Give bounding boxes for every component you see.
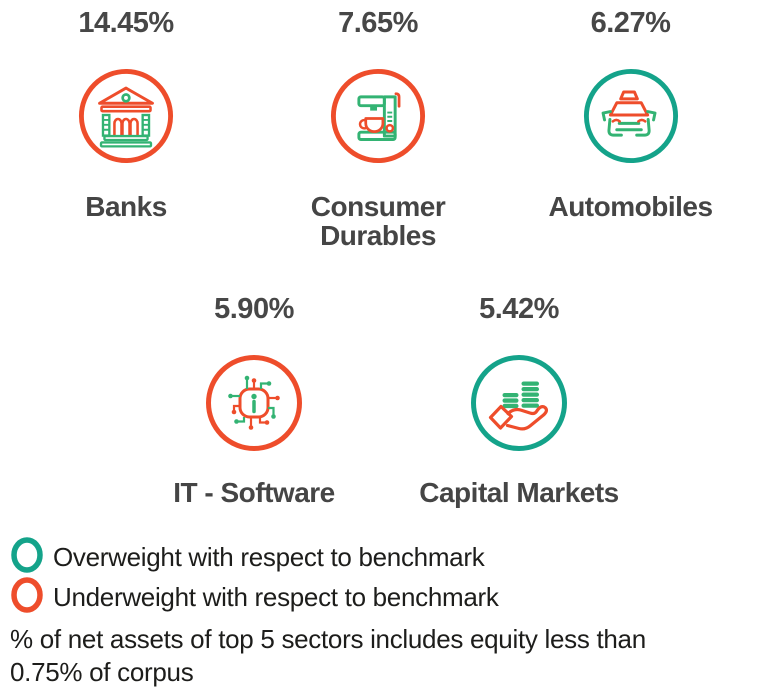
sector-label-automobiles: Automobiles [548, 191, 713, 222]
legend-item-underweight: Underweight with respect to benchmark [10, 576, 757, 619]
bank-icon [0, 67, 252, 167]
legend-label-overweight: Overweight with respect to benchmark [53, 542, 485, 572]
sector-card-capital-markets: 5.42% [387, 292, 652, 507]
sector-pct-automobiles: 6.27% [590, 7, 671, 39]
footnote: % of net assets of top 5 sectors include… [10, 624, 646, 687]
coffee-machine-icon [252, 67, 504, 167]
sector-label-consumer-durables: Consumer Durables [310, 191, 446, 251]
sector-pct-consumer-durables: 7.65% [338, 7, 418, 39]
overweight-ring-icon [10, 536, 44, 579]
sector-pct-capital-markets: 5.42% [479, 293, 559, 325]
legend: Overweight with respect to benchmark Und… [10, 536, 757, 619]
sector-label-banks: Banks [85, 191, 167, 222]
legend-label-underweight: Underweight with respect to benchmark [53, 582, 499, 612]
sector-label-it-software: IT - Software [173, 477, 335, 508]
sector-card-it-software: 5.90% [122, 292, 387, 507]
underweight-ring-icon [10, 576, 44, 619]
sector-row-2: 5.90% [0, 292, 757, 507]
sector-pct-banks: 14.45% [78, 7, 174, 39]
sector-pct-it-software: 5.90% [214, 293, 294, 325]
sector-card-consumer-durables: 7.65% Consumer Durables [252, 6, 504, 250]
sector-card-banks: 14.45% Banks [0, 6, 252, 250]
sector-row-1: 14.45% Banks [0, 6, 757, 250]
top-sectors-infographic: 14.45% Banks [0, 6, 757, 689]
hand-coins-icon [387, 353, 652, 453]
car-icon [504, 67, 757, 167]
legend-item-overweight: Overweight with respect to benchmark [10, 536, 757, 579]
circuit-chip-icon [122, 353, 387, 453]
sector-card-automobiles: 6.27% A [504, 6, 757, 250]
sector-label-capital-markets: Capital Markets [419, 477, 619, 508]
